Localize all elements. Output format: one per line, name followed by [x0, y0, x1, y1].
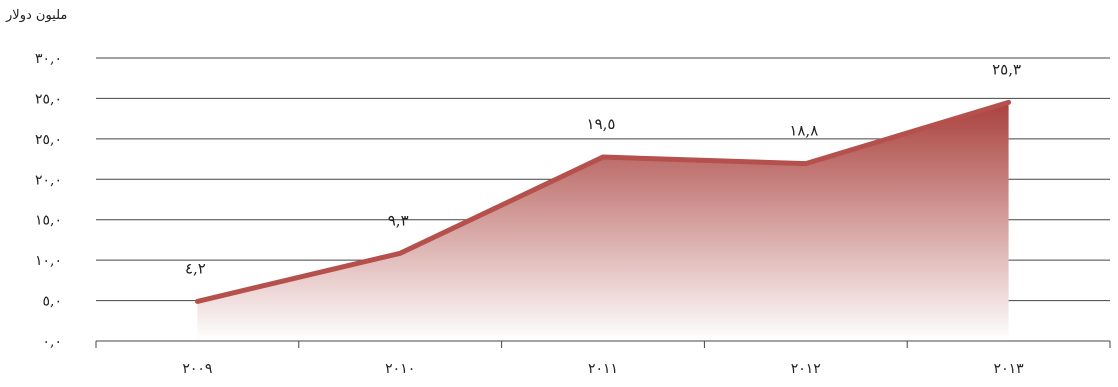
x-axis	[95, 340, 1111, 348]
y-tick-label: ٥,٠	[43, 294, 63, 310]
y-tick-label: ٠,٠	[43, 334, 63, 350]
data-labels: ٤,٢ ٩,٣ ١٩,٥ ١٨,٨ ٢٥,٣	[185, 60, 1021, 277]
y-tick-label: ٣٠,٠	[35, 51, 62, 67]
data-label: ١٨,٨	[789, 122, 818, 140]
y-tick-label: ٢٥,٠	[35, 132, 62, 148]
x-axis-tick-labels: ٢٠٠٩ ٢٠١٠ ٢٠١١ ٢٠١٢ ٢٠١٣	[182, 361, 1024, 377]
x-tick-label: ٢٠٠٩	[182, 361, 212, 377]
data-label: ٩,٣	[388, 211, 409, 229]
data-label: ١٩,٥	[587, 115, 616, 133]
y-tick-label: ١٥,٠	[35, 213, 62, 229]
y-axis-unit-label: مليون دولار	[6, 8, 68, 23]
series-line	[194, 99, 1012, 304]
data-label: ٢٥,٣	[992, 60, 1021, 78]
x-tick-label: ٢٠١٣	[994, 361, 1025, 377]
series-polyline	[194, 99, 1012, 304]
y-tick-label: ٢٥,٠	[35, 91, 62, 107]
area-fill	[197, 102, 1009, 341]
y-tick-label: ١٠,٠	[35, 253, 62, 269]
y-tick-label: ٢٠,٠	[35, 172, 62, 188]
area-shape	[197, 102, 1009, 341]
x-tick-label: ٢٠١٠	[385, 361, 415, 377]
y-axis-tick-labels: ٠,٠ ٥,٠ ١٠,٠ ١٥,٠ ٢٠,٠ ٢٥,٠ ٢٥,٠ ٣٠,٠	[35, 51, 62, 350]
data-label: ٤,٢	[185, 259, 206, 277]
x-tick-label: ٢٠١٢	[791, 361, 821, 377]
x-tick-label: ٢٠١١	[588, 361, 618, 377]
